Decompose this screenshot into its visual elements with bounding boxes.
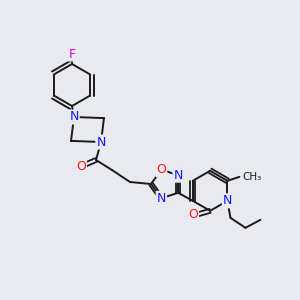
Text: CH₃: CH₃ bbox=[242, 172, 262, 182]
Text: O: O bbox=[156, 163, 166, 176]
Text: N: N bbox=[173, 169, 183, 182]
Text: N: N bbox=[69, 110, 79, 124]
Text: N: N bbox=[96, 136, 106, 148]
Text: N: N bbox=[157, 192, 166, 205]
Text: N: N bbox=[223, 194, 232, 207]
Text: O: O bbox=[188, 208, 198, 221]
Text: F: F bbox=[68, 47, 76, 61]
Text: O: O bbox=[76, 160, 86, 172]
